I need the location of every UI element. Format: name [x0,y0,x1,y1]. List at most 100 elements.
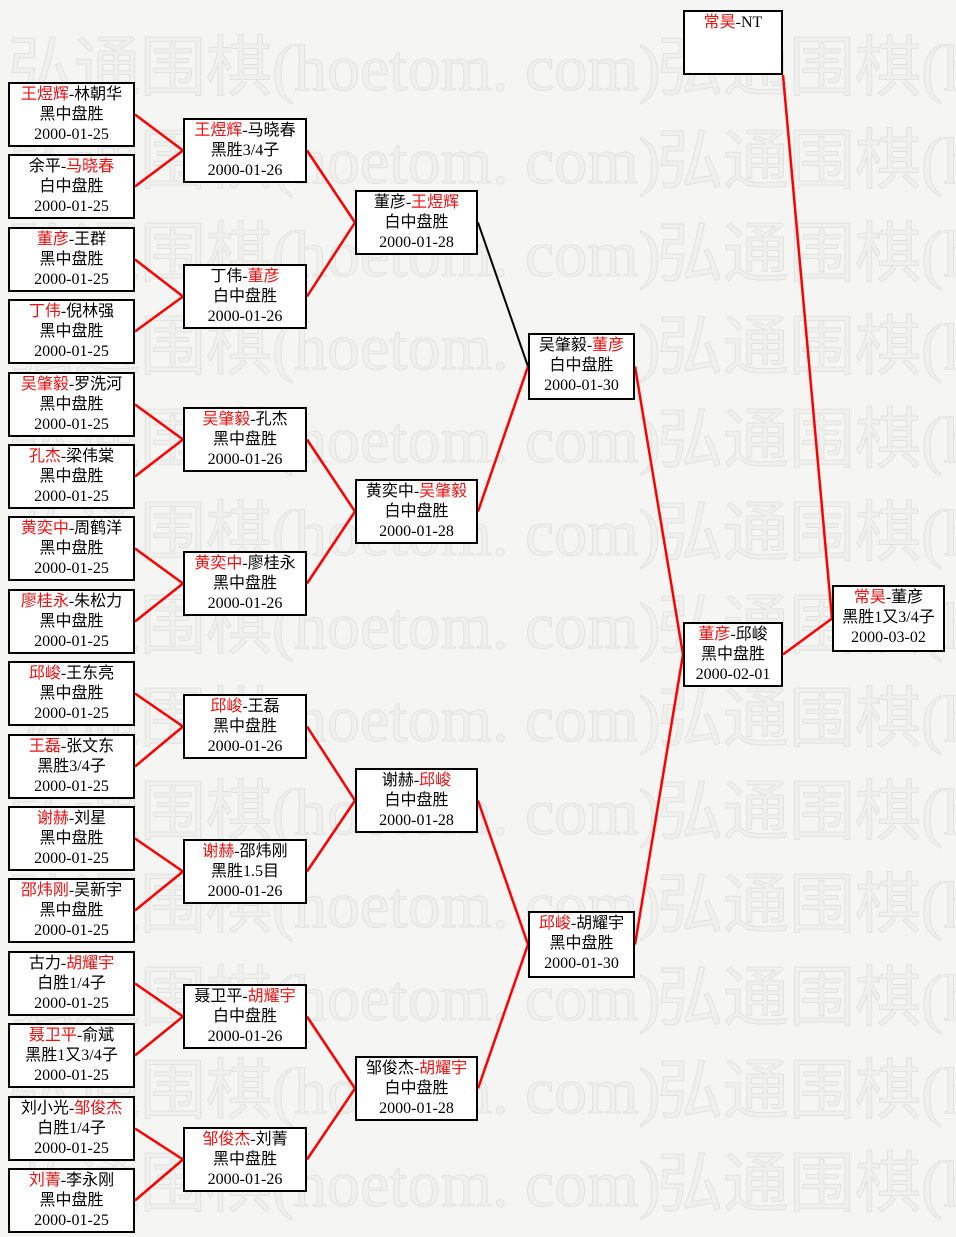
result-text: 黑胜3/4子 [37,758,106,775]
connector-line-r2b6-r3b3 [305,799,357,873]
vs-dash: - [242,698,248,715]
match-box-r1b5: 吴肇毅-罗洗河 黑中盘胜 2000-01-25 [8,372,135,437]
watermark-text: 弘通围棋(hoetom. com) [657,869,956,942]
vs-dash: - [60,448,67,465]
match-players: 邱峻-胡耀宇 [530,914,633,934]
vs-dash: - [68,376,75,393]
player2-name: 胡耀宇 [419,1060,468,1077]
vs-dash: - [68,810,75,827]
connector-line-r2b2-r3b1 [305,221,357,298]
connector-line-r3b3-r4b2 [476,800,530,945]
date-text: 2000-01-25 [34,633,109,650]
player2-name: 倪林强 [66,303,115,320]
date-text: 2000-01-25 [34,705,109,722]
player2-name: 吴新宇 [74,882,123,899]
match-box-r2b1: 王煜辉-马晓春 黑胜3/4子 2000-01-26 [183,118,307,183]
match-box-r1b3: 董彦-王群 黑中盘胜 2000-01-25 [8,227,135,292]
date-text: 2000-01-28 [379,523,454,540]
player1-name: 聂卫平 [28,1027,77,1044]
match-players: 刘菁-李永刚 [10,1171,133,1191]
vs-dash: - [735,14,741,31]
vs-dash: - [405,194,412,211]
player2-name: NT [741,14,763,31]
player1-name: 谢赫 [36,810,69,827]
date-text: 2000-01-25 [34,850,109,867]
player1-name: 吴肇毅 [202,411,251,428]
connector-line-r2b8-r3b4 [305,1087,357,1161]
connector-line-r1b11-r2b6 [134,837,184,873]
player2-name: 马晓春 [247,122,296,139]
player2-name: 李永刚 [66,1172,115,1189]
match-box-r1b14: 聂卫平-俞斌 黑胜1又3/4子 2000-01-25 [8,1023,135,1088]
match-box-r1b12: 邵炜刚-吴新宇 黑中盘胜 2000-01-25 [8,878,135,943]
match-players: 王煜辉-林朝华 [10,85,133,105]
result-text: 白胜1/4子 [37,1120,106,1137]
player2-name: 邱峻 [735,626,768,643]
player1-name: 邵炜刚 [20,882,69,899]
date-text: 2000-01-25 [34,922,109,939]
player2-name: 张文东 [66,738,115,755]
player1-name: 聂卫平 [194,988,243,1005]
result-text: 黑中盘胜 [39,685,104,702]
result-text: 黑中盘胜 [39,251,104,268]
player1-name: 常昊 [853,589,886,606]
date-text: 2000-01-25 [34,416,109,433]
result-text: 白中盘胜 [384,503,449,520]
vs-dash: - [250,1131,256,1148]
connector-line-r2b1-r3b1 [305,149,357,224]
vs-dash: - [60,1172,67,1189]
vs-dash: - [68,1100,75,1117]
connector-line-r1b6-r2b3 [134,438,184,478]
match-players: 王煜辉-马晓春 [185,121,305,141]
connector-line-r1b9-r2b5 [134,692,184,728]
match-players: 常昊-NT [685,13,781,33]
vs-dash: - [413,772,420,789]
match-box-r1b8: 廖桂永-朱松力 黑中盘胜 2000-01-25 [8,589,135,654]
match-players: 谢赫-邵炜刚 [185,842,305,862]
match-players: 黄奕中-廖桂永 [185,554,305,574]
vs-dash: - [60,955,67,972]
result-text: 黑中盘胜 [39,540,104,557]
player2-name: 王磊 [247,698,280,715]
connector-line-r2b3-r3b2 [305,438,357,513]
match-box-r4b1: 吴肇毅-董彦 白中盘胜 2000-01-30 [528,333,635,400]
vs-dash: - [60,665,67,682]
vs-dash: - [885,589,892,606]
player1-name: 黄奕中 [194,555,243,572]
match-players: 吴肇毅-孔杰 [185,410,305,430]
result-text: 黑胜1又3/4子 [25,1047,118,1064]
player2-name: 刘菁 [255,1131,288,1148]
date-text: 2000-01-25 [34,560,109,577]
result-text: 黑中盘胜 [212,431,277,448]
result-text: 黑中盘胜 [39,1192,104,1209]
player1-name: 刘菁 [28,1172,61,1189]
result-text: 黑中盘胜 [212,718,277,735]
connector-line-r2b4-r3b2 [305,510,357,585]
vs-dash: - [570,915,577,932]
match-box-r3b1: 董彦-王煜辉 白中盘胜 2000-01-28 [355,190,478,255]
date-text: 2000-01-26 [207,1171,283,1188]
date-text: 2000-01-26 [207,451,283,468]
date-text: 2000-01-28 [379,812,454,829]
date-text: 2000-03-02 [851,629,926,646]
match-box-r2b8: 邹俊杰-刘菁 黑中盘胜 2000-01-26 [183,1127,307,1192]
vs-dash: - [242,122,248,139]
date-text: 2000-01-26 [207,883,283,900]
player2-name: 王群 [74,231,107,248]
match-players: 邹俊杰-胡耀宇 [357,1059,476,1079]
match-box-r4b2: 邱峻-胡耀宇 黑中盘胜 2000-01-30 [528,911,635,978]
date-text: 2000-01-25 [34,271,109,288]
player1-name: 余平 [28,158,61,175]
connector-line-r1b14-r2b7 [134,1015,184,1057]
match-box-r2b6: 谢赫-邵炜刚 黑胜1.5目 2000-01-26 [183,839,307,904]
player1-name: 董彦 [36,231,69,248]
connector-line-r1b12-r2b6 [134,870,184,912]
result-text: 黑中盘胜 [39,830,104,847]
player2-name: 林朝华 [74,86,123,103]
player1-name: 丁伟 [28,303,61,320]
player2-name: 邵炜刚 [239,843,288,860]
match-box-r1b15: 刘小光-邹俊杰 白胜1/4子 2000-01-25 [8,1096,135,1161]
result-text: 白中盘胜 [212,288,277,305]
date-text: 2000-01-25 [34,995,109,1012]
player2-name: 罗洗河 [74,376,123,393]
